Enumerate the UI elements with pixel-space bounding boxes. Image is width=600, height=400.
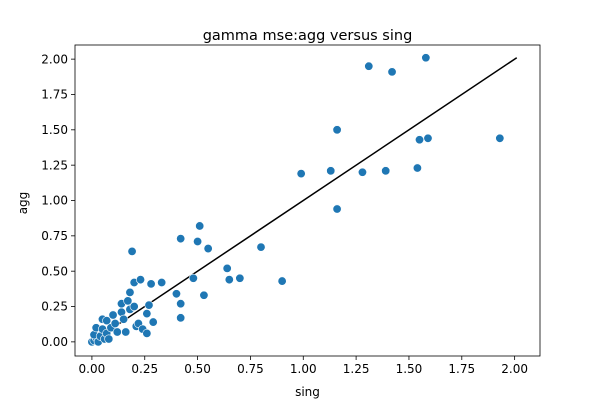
scatter-point [199, 290, 209, 300]
y-tick-label: 0.25 [41, 300, 68, 314]
scatter-point [415, 135, 425, 145]
scatter-point [102, 316, 112, 326]
scatter-point [148, 317, 158, 327]
scatter-point [112, 327, 122, 337]
scatter-point [171, 289, 181, 299]
scatter-point [142, 328, 152, 338]
scatter-point [222, 263, 232, 273]
x-tick-label: 1.25 [343, 362, 370, 376]
axis-ticks: 0.00 0.25 0.50 0.75 1.00 1.25 1.50 1.75 2.00 0.00… [41, 52, 528, 376]
x-tick-label: 0.75 [237, 362, 264, 376]
scatter-point [412, 163, 422, 173]
scatter-point [127, 246, 137, 256]
scatter-point [256, 242, 266, 252]
x-tick-label: 2.00 [501, 362, 528, 376]
y-tick-label: 1.25 [41, 158, 68, 172]
scatter-point [146, 279, 156, 289]
scatter-point [108, 310, 118, 320]
y-tick-label: 0.50 [41, 264, 68, 278]
scatter-point [332, 125, 342, 135]
y-tick-label: 0.75 [41, 229, 68, 243]
scatter-point [176, 299, 186, 309]
scatter-point [195, 221, 205, 231]
scatter-point [104, 334, 114, 344]
scatter-point [176, 234, 186, 244]
scatter-point [110, 318, 120, 328]
scatter-point [224, 275, 234, 285]
y-tick-label: 1.00 [41, 194, 68, 208]
scatter-point [203, 244, 213, 254]
x-tick-label: 1.00 [290, 362, 317, 376]
scatter-point [144, 300, 154, 310]
scatter-point [188, 273, 198, 283]
x-tick-label: 1.50 [396, 362, 423, 376]
scatter-point [357, 167, 367, 177]
y-tick-label: 0.00 [41, 335, 68, 349]
scatter-point [142, 309, 152, 319]
y-tick-label: 1.75 [41, 88, 68, 102]
y-tick-label: 2.00 [41, 52, 68, 66]
scatter-point [121, 327, 131, 337]
scatter-point [423, 133, 433, 143]
y-axis-label: agg [16, 192, 30, 215]
scatter-point [326, 166, 336, 176]
scatter-point [364, 61, 374, 71]
x-tick-label: 0.50 [184, 362, 211, 376]
x-tick-label: 0.25 [131, 362, 158, 376]
scatter-point [387, 67, 397, 77]
scatter-point [176, 313, 186, 323]
scatter-point [421, 53, 431, 63]
reference-line-layer [91, 57, 518, 343]
scatter-point [123, 296, 133, 306]
x-tick-label: 1.75 [448, 362, 475, 376]
scatter-point [157, 277, 167, 287]
scatter-point [125, 287, 135, 297]
scatter-point [235, 273, 245, 283]
x-axis-label: sing [295, 385, 320, 399]
reference-line [91, 57, 518, 343]
scatter-point [332, 204, 342, 214]
scatter-point [277, 276, 287, 286]
scatter-point [119, 314, 129, 324]
axes-frame [74, 44, 541, 357]
scatter-point [193, 236, 203, 246]
x-tick-label: 0.00 [79, 362, 106, 376]
scatter-point [136, 275, 146, 285]
data-points [87, 53, 505, 347]
scatter-point [129, 302, 139, 312]
scatter-point [495, 133, 505, 143]
chart-title: gamma mse:agg versus sing [203, 28, 413, 44]
y-tick-label: 1.50 [41, 123, 68, 137]
scatter-point [296, 169, 306, 179]
scatter-point [381, 166, 391, 176]
